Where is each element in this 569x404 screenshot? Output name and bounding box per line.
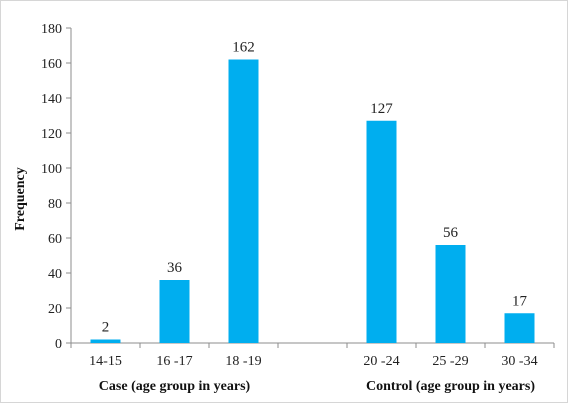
bar (435, 245, 466, 343)
x-category-label: 18 -19 (225, 354, 261, 369)
y-tick-label: 140 (41, 92, 62, 107)
group-label: Control (age group in years) (366, 379, 535, 394)
y-axis-title: Frequency (13, 167, 28, 231)
data-label: 162 (232, 40, 255, 56)
bar (228, 59, 259, 343)
x-category-label: 16 -17 (156, 354, 192, 369)
x-category-label: 20 -24 (363, 354, 399, 369)
data-label: 127 (370, 101, 393, 117)
bars (90, 59, 535, 343)
x-category-label: 14-15 (89, 354, 122, 369)
data-label: 17 (512, 293, 528, 309)
y-tick-label: 20 (48, 302, 62, 317)
bar (90, 339, 121, 343)
y-tick-label: 40 (48, 267, 62, 282)
bar (366, 120, 397, 343)
x-category-label: 25 -29 (432, 354, 468, 369)
y-tick-label: 100 (41, 162, 62, 177)
y-tick-label: 80 (48, 197, 62, 212)
group-label: Case (age group in years) (99, 379, 251, 394)
data-labels: 2 36 162 127 56 17 (102, 40, 528, 336)
group-labels: Case (age group in years) Control (age gr… (99, 379, 536, 394)
bar (504, 313, 535, 343)
y-tick-label: 60 (48, 232, 62, 247)
y-tick-label: 160 (41, 57, 62, 72)
y-tick-label: 120 (41, 127, 62, 142)
bar (159, 280, 190, 343)
y-tick-label: 180 (41, 22, 62, 37)
y-axis-ticks: 0 20 40 60 80 100 120 140 160 180 (41, 22, 71, 352)
data-label: 56 (443, 225, 459, 241)
y-tick-label: 0 (55, 337, 62, 352)
x-category-label: 30 -34 (501, 354, 537, 369)
x-axis-categories: 14-15 16 -17 18 -19 20 -24 25 -29 30 -34 (70, 343, 555, 369)
data-label: 2 (102, 320, 110, 336)
data-label: 36 (167, 260, 183, 276)
